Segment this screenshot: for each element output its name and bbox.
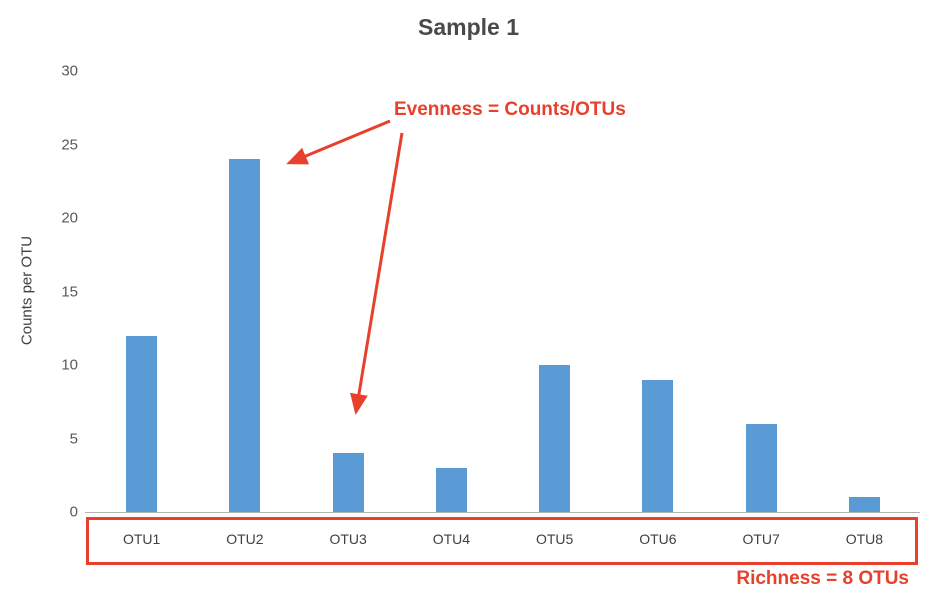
- y-axis-label: Counts per OTU: [18, 235, 36, 346]
- bar-otu6: [642, 379, 674, 512]
- x-tick-label-otu8: OTU8: [845, 531, 884, 547]
- y-tick-label-25: 25: [61, 136, 78, 153]
- x-tick-label-otu7: OTU7: [742, 531, 780, 547]
- x-tick-label-otu1: OTU1: [122, 531, 161, 547]
- bar-otu2: [229, 159, 261, 512]
- richness-highlight-box: [86, 517, 918, 565]
- richness-annotation: Richness = 8 OTUs: [736, 568, 909, 589]
- evenness-arrow-to-otu2: [286, 119, 391, 165]
- chart-title: Sample 1: [418, 14, 519, 40]
- bar-otu1: [126, 335, 158, 512]
- x-tick-label-otu6: OTU6: [639, 531, 677, 547]
- bar-otu8: [848, 497, 880, 512]
- bar-otu5: [539, 365, 571, 512]
- y-tick-label-15: 15: [61, 283, 78, 300]
- y-tick-label-30: 30: [61, 62, 78, 80]
- y-tick-label-10: 10: [61, 356, 78, 374]
- bar-otu4: [435, 467, 467, 512]
- y-tick-label-5: 5: [69, 430, 78, 447]
- evenness-arrow-to-otu3: [350, 132, 404, 415]
- x-tick-label-otu3: OTU3: [329, 531, 367, 547]
- x-tick-label-otu4: OTU4: [432, 531, 471, 547]
- evenness-annotation: Evenness = Counts/OTUs: [394, 99, 626, 120]
- y-tick-label-20: 20: [61, 209, 78, 227]
- x-tick-label-otu5: OTU5: [535, 531, 574, 547]
- y-tick-label-0: 0: [69, 503, 78, 521]
- x-axis-line: [85, 512, 920, 513]
- x-tick-label-otu2: OTU2: [226, 531, 264, 547]
- bar-otu7: [745, 423, 777, 512]
- bar-otu3: [332, 453, 364, 512]
